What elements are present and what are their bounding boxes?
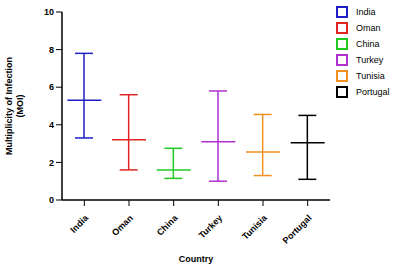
svg-text:6: 6 xyxy=(49,82,54,92)
html-text:Oman: Oman xyxy=(356,23,381,33)
svg-text:10: 10 xyxy=(44,7,54,17)
svg-text:8: 8 xyxy=(49,45,54,55)
svg-text:Turkey: Turkey xyxy=(197,213,224,240)
html-text:Tunisia: Tunisia xyxy=(356,71,385,81)
svg-text:Multiplicity of Infection(MOI): Multiplicity of Infection(MOI) xyxy=(8,57,25,155)
svg-text:India: India xyxy=(68,212,91,235)
html-text:Turkey: Turkey xyxy=(356,55,384,65)
svg-text:Country: Country xyxy=(179,254,214,264)
svg-text:Portugal: Portugal xyxy=(281,213,314,246)
html-text:China: China xyxy=(356,39,380,49)
svg-text:Tunisia: Tunisia xyxy=(240,212,270,242)
html-text:Portugal: Portugal xyxy=(356,87,390,97)
svg-text:0: 0 xyxy=(49,195,54,205)
svg-text:2: 2 xyxy=(49,158,54,168)
svg-text:China: China xyxy=(155,212,180,237)
svg-text:4: 4 xyxy=(49,120,54,130)
html-text:India: India xyxy=(356,7,376,17)
svg-text:Oman: Oman xyxy=(110,213,135,238)
